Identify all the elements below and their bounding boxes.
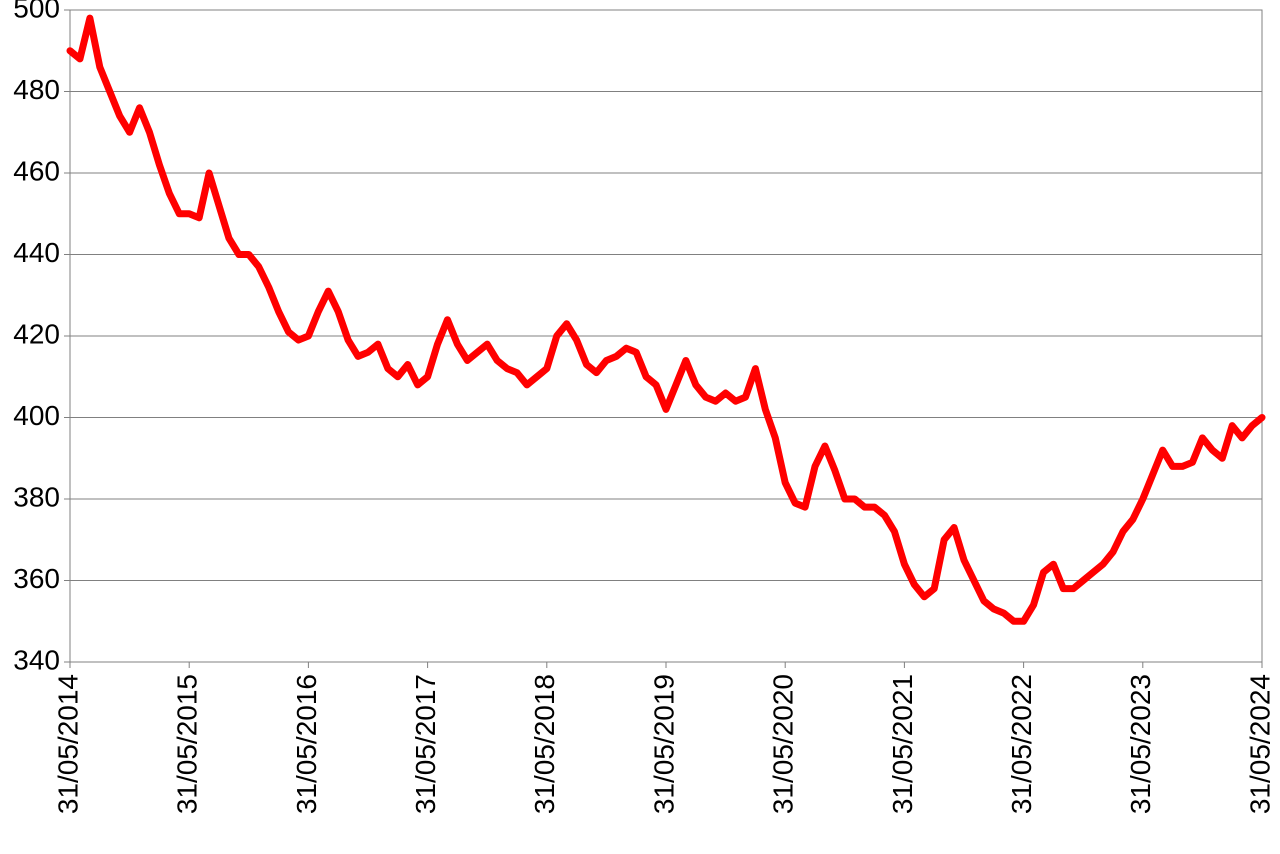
y-tick-label: 340 bbox=[13, 644, 60, 675]
y-tick-label: 360 bbox=[13, 563, 60, 594]
chart-svg: 340 360 380 400 420 440 460 480 500 31/05/2014 31/… bbox=[0, 0, 1280, 854]
y-tick-label: 420 bbox=[13, 318, 60, 349]
x-tick-label: 31/05/2019 bbox=[648, 674, 679, 814]
line-chart: 340 360 380 400 420 440 460 480 500 31/05/2014 31/… bbox=[0, 0, 1280, 854]
x-tick-label: 31/05/2017 bbox=[410, 674, 441, 814]
x-tick-label: 31/05/2021 bbox=[887, 674, 918, 814]
x-tick-label: 31/05/2024 bbox=[1244, 674, 1275, 814]
y-tick-label: 500 bbox=[13, 0, 60, 23]
y-tick-label: 480 bbox=[13, 74, 60, 105]
x-tick-label: 31/05/2015 bbox=[172, 674, 203, 814]
y-tick-label: 460 bbox=[13, 155, 60, 186]
y-tick-label: 400 bbox=[13, 400, 60, 431]
y-tick-label: 440 bbox=[13, 237, 60, 268]
y-tick-label: 380 bbox=[13, 481, 60, 512]
x-tick-label: 31/05/2020 bbox=[768, 674, 799, 814]
x-tick-label: 31/05/2022 bbox=[1006, 674, 1037, 814]
x-tick-label: 31/05/2014 bbox=[52, 674, 83, 814]
x-tick-label: 31/05/2016 bbox=[291, 674, 322, 814]
x-tick-label: 31/05/2023 bbox=[1125, 674, 1156, 814]
x-tick-label: 31/05/2018 bbox=[529, 674, 560, 814]
